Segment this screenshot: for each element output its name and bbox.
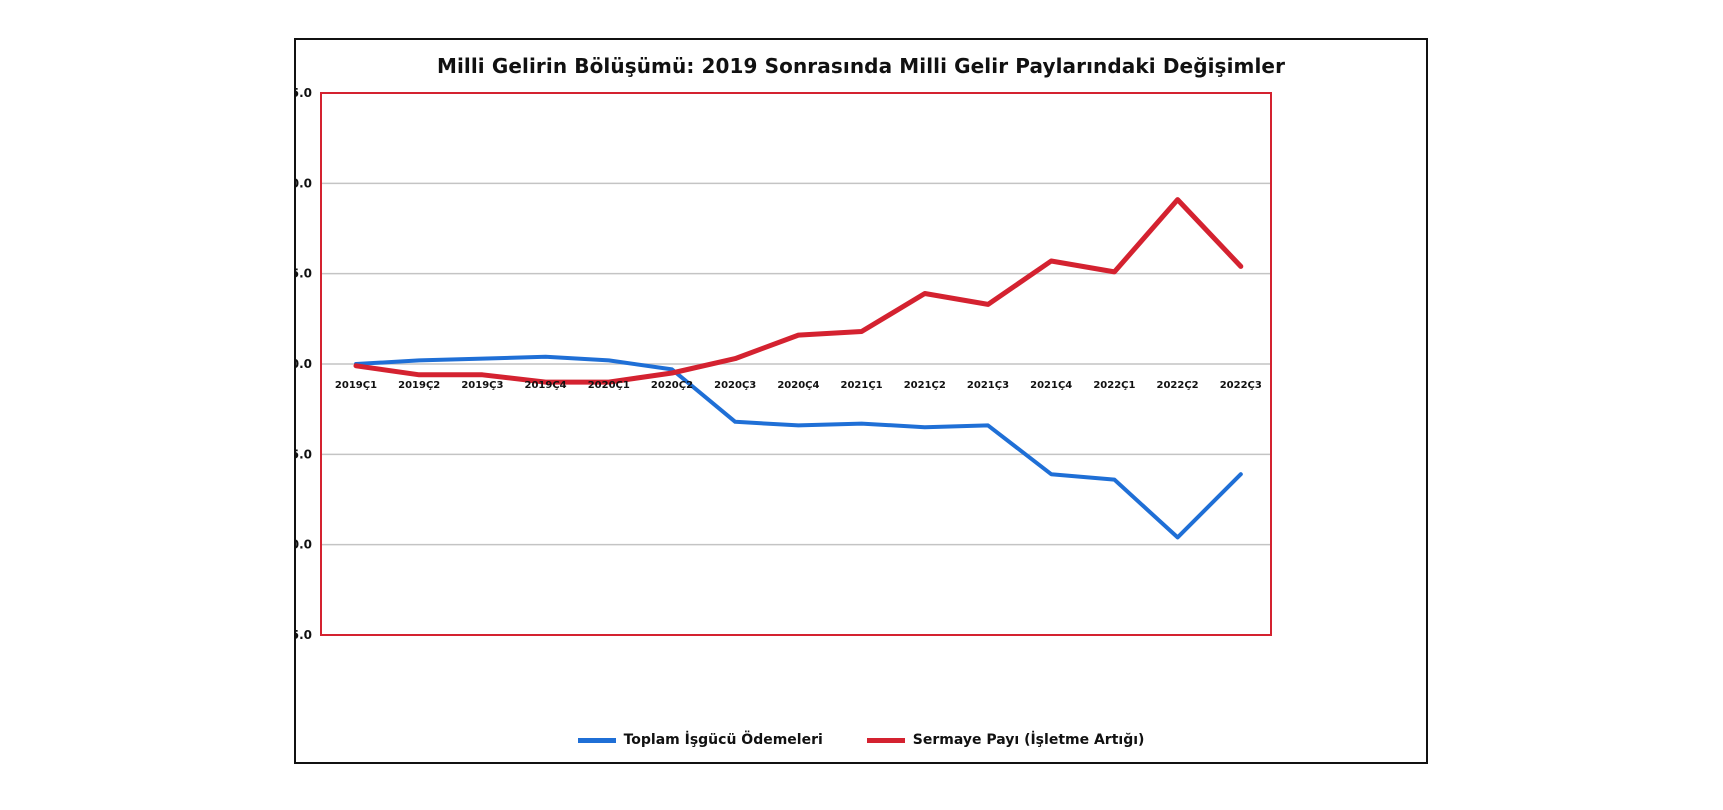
y-tick-label: 15.0	[296, 628, 312, 642]
x-tick-label: 2022Ç3	[1220, 380, 1262, 391]
chart-plot: 15.010.05.00.05.010.015.0 2019Ç12019Ç220…	[296, 86, 1272, 642]
legend-swatch-capital	[866, 737, 905, 743]
series-line-capital	[353, 197, 1244, 385]
chart-frame: Milli Gelirin Bölüşümü: 2019 Sonrasında …	[294, 38, 1428, 764]
x-tick-label: 2019Ç4	[525, 380, 567, 391]
series-lines	[353, 197, 1244, 540]
x-tick-label: 2021Ç1	[841, 380, 883, 391]
y-tick-label: 5.0	[296, 267, 312, 281]
gridlines	[321, 182, 1271, 546]
x-tick-label: 2019Ç1	[335, 380, 377, 391]
x-tick-label: 2020Ç4	[777, 380, 819, 391]
chart-title: Milli Gelirin Bölüşümü: 2019 Sonrasında …	[436, 54, 1286, 78]
y-tick-label: 15.0	[296, 86, 312, 100]
x-tick-label: 2020Ç2	[651, 380, 693, 391]
y-tick-label: 5.0	[296, 447, 312, 461]
y-tick-label: 10.0	[296, 176, 312, 190]
x-tick-label: 2020Ç1	[588, 380, 630, 391]
legend-label-labor: Toplam İşgücü Ödemeleri	[623, 732, 823, 748]
x-tick-label: 2021Ç4	[1030, 380, 1072, 391]
x-tick-label: 2019Ç3	[461, 380, 503, 391]
x-tick-label: 2022Ç2	[1157, 380, 1199, 391]
legend-item-capital: Sermaye Payı (İşletme Artığı)	[866, 732, 1145, 748]
x-tick-label: 2019Ç2	[398, 380, 440, 391]
y-tick-label: 0.0	[296, 357, 312, 371]
y-axis-ticks: 15.0 10.0 5.0 0.0 5.0 10.0 15.0	[296, 86, 312, 642]
x-tick-label: 2020Ç3	[714, 380, 756, 391]
x-tick-label: 2022Ç1	[1093, 380, 1135, 391]
x-axis-ticks: 2019Ç1 2019Ç2 2019Ç3 2019Ç4 2020Ç1 2020Ç2 2020…	[335, 380, 1262, 391]
y-tick-label: 10.0	[296, 538, 312, 552]
legend: Toplam İşgücü Ödemeleri Sermaye Payı (İş…	[296, 728, 1426, 752]
legend-swatch-labor	[577, 737, 616, 743]
plot-area-border	[320, 92, 1272, 636]
legend-item-labor: Toplam İşgücü Ödemeleri	[577, 732, 823, 748]
legend-label-capital: Sermaye Payı (İşletme Artığı)	[912, 732, 1145, 748]
x-tick-label: 2021Ç2	[904, 380, 946, 391]
x-tick-label: 2021Ç3	[967, 380, 1009, 391]
